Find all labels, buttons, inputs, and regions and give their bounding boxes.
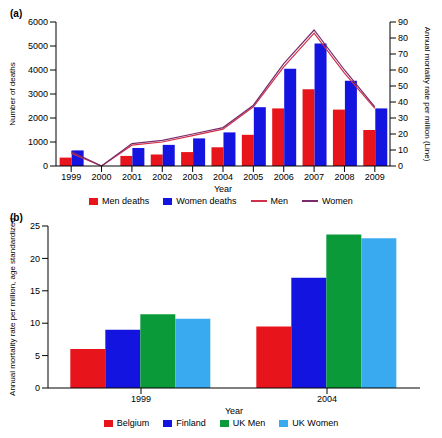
svg-text:2006: 2006 bbox=[274, 172, 294, 182]
svg-text:Annual mortality rate per mill: Annual mortality rate per million (Line) bbox=[423, 27, 432, 162]
html-text:(b): (b) bbox=[10, 212, 23, 223]
svg-text:Year: Year bbox=[225, 406, 243, 416]
html-text:UK Men: UK Men bbox=[232, 418, 266, 428]
html-text:Men deaths: Men deaths bbox=[102, 196, 150, 206]
svg-text:2004: 2004 bbox=[213, 172, 233, 182]
svg-text:2000: 2000 bbox=[28, 113, 48, 123]
svg-text:2001: 2001 bbox=[122, 172, 142, 182]
html-text:Women: Women bbox=[322, 196, 353, 206]
svg-text:1999: 1999 bbox=[131, 394, 151, 404]
html-text:Women deaths: Women deaths bbox=[176, 196, 237, 206]
svg-text:5: 5 bbox=[35, 351, 40, 361]
html-text:Belgium: Belgium bbox=[116, 418, 150, 428]
svg-text:80: 80 bbox=[398, 33, 408, 43]
svg-text:1999: 1999 bbox=[61, 172, 81, 182]
svg-text:3000: 3000 bbox=[28, 89, 48, 99]
svg-text:60: 60 bbox=[398, 65, 408, 75]
svg-text:70: 70 bbox=[398, 49, 408, 59]
svg-text:2009: 2009 bbox=[365, 172, 385, 182]
svg-text:6000: 6000 bbox=[28, 17, 48, 27]
svg-text:10: 10 bbox=[398, 145, 408, 155]
svg-text:2007: 2007 bbox=[304, 172, 324, 182]
svg-text:40: 40 bbox=[398, 97, 408, 107]
svg-text:2002: 2002 bbox=[152, 172, 172, 182]
svg-text:90: 90 bbox=[398, 17, 408, 27]
svg-text:10: 10 bbox=[30, 318, 40, 328]
svg-text:15: 15 bbox=[30, 286, 40, 296]
html-text:Finland: Finland bbox=[176, 418, 206, 428]
svg-text:30: 30 bbox=[398, 113, 408, 123]
html-text:(a): (a) bbox=[10, 8, 23, 19]
svg-text:Annual mortality rate per mill: Annual mortality rate per million, age s… bbox=[8, 218, 17, 396]
svg-text:Number of deaths: Number of deaths bbox=[8, 62, 17, 126]
svg-text:0: 0 bbox=[35, 383, 40, 393]
svg-text:Year: Year bbox=[214, 184, 232, 194]
svg-text:5000: 5000 bbox=[28, 41, 48, 51]
svg-text:2000: 2000 bbox=[92, 172, 112, 182]
svg-text:4000: 4000 bbox=[28, 65, 48, 75]
svg-text:2005: 2005 bbox=[243, 172, 263, 182]
svg-text:20: 20 bbox=[30, 254, 40, 264]
svg-text:25: 25 bbox=[30, 221, 40, 231]
svg-text:0: 0 bbox=[398, 161, 403, 171]
svg-text:0: 0 bbox=[43, 161, 48, 171]
svg-text:2004: 2004 bbox=[317, 394, 337, 404]
html-text:Men: Men bbox=[270, 196, 288, 206]
svg-text:20: 20 bbox=[398, 129, 408, 139]
svg-text:50: 50 bbox=[398, 81, 408, 91]
svg-text:1000: 1000 bbox=[28, 137, 48, 147]
html-text:UK Women: UK Women bbox=[292, 418, 339, 428]
svg-text:2008: 2008 bbox=[334, 172, 354, 182]
svg-text:2003: 2003 bbox=[183, 172, 203, 182]
